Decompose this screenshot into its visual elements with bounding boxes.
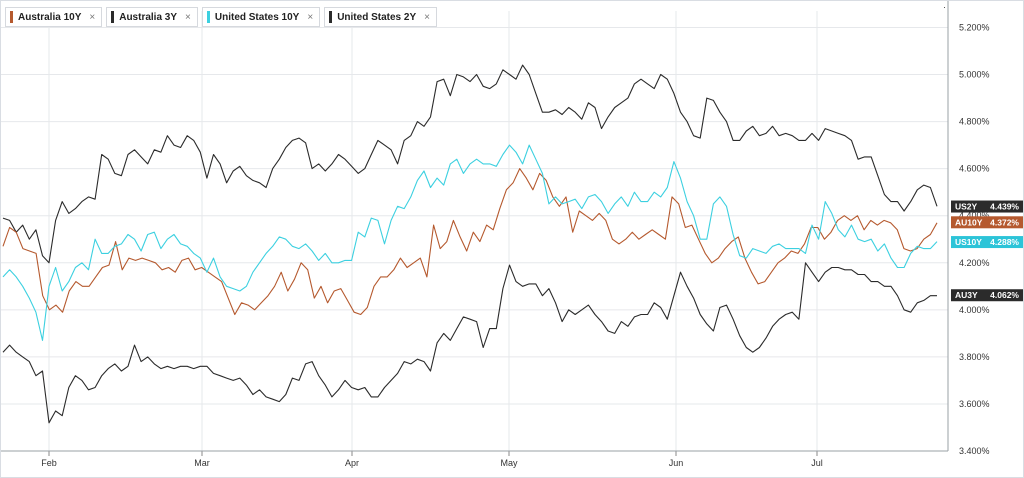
legend-item-australia-10y[interactable]: Australia 10Y × — [5, 7, 103, 27]
close-icon[interactable]: × — [185, 11, 191, 23]
y-tick-label: 4.200% — [959, 258, 990, 268]
end-value-tag-au10y: AU10Y 4.372% — [951, 216, 1023, 229]
end-value-tag-name: AU10Y — [955, 217, 983, 227]
legend-label: United States 2Y — [337, 11, 417, 23]
legend-item-united-states-2y[interactable]: United States 2Y × — [324, 7, 437, 27]
end-value-tag-au3y: AU3Y 4.062% — [951, 289, 1023, 302]
end-value-tag-name: US10Y — [955, 237, 982, 247]
series-swatch — [206, 11, 210, 23]
series-swatch — [111, 11, 115, 23]
y-tick-label: 4.600% — [959, 164, 990, 174]
x-tick-label: May — [500, 458, 518, 468]
end-value-tag-bg — [951, 236, 1023, 249]
close-icon[interactable]: × — [307, 11, 314, 23]
y-tick-label: 3.600% — [959, 399, 990, 409]
legend-label: United States 10Y — [214, 11, 300, 23]
close-icon[interactable]: × — [89, 11, 96, 23]
legend-item-united-states-10y[interactable]: United States 10Y × — [201, 7, 321, 27]
x-tick-label: Apr — [345, 458, 359, 468]
y-tick-label: 5.200% — [959, 22, 990, 32]
series-line-us2y — [2, 64, 938, 264]
axis-menu-icon[interactable]: · — [943, 2, 946, 12]
legend-label: Australia 10Y — [18, 11, 82, 23]
y-tick-label: 4.800% — [959, 117, 990, 127]
legend: Australia 10Y × Australia 3Y × United St… — [5, 7, 437, 27]
x-tick-label: Jul — [811, 458, 823, 468]
y-tick-label: 3.800% — [959, 352, 990, 362]
end-value-tag-value: 4.062% — [990, 290, 1019, 300]
end-value-tag-us10y: US10Y 4.288% — [951, 236, 1023, 249]
series-line-au10y — [2, 168, 938, 316]
y-tick-label: 5.000% — [959, 70, 990, 80]
series-line-au3y — [2, 262, 937, 424]
x-tick-label: Jun — [669, 458, 684, 468]
legend-label: Australia 3Y — [119, 11, 178, 23]
series-swatch — [10, 11, 13, 23]
end-value-tag-bg — [951, 216, 1023, 229]
legend-item-australia-3y[interactable]: Australia 3Y × — [106, 7, 198, 27]
x-tick-label: Mar — [194, 458, 210, 468]
end-value-tag-value: 4.439% — [990, 202, 1019, 212]
end-value-tag-name: AU3Y — [955, 290, 978, 300]
end-value-tag-bg — [951, 289, 1023, 302]
series-swatch — [329, 11, 333, 23]
y-tick-label: 4.000% — [959, 305, 990, 315]
y-tick-label: 4.400% — [959, 211, 990, 221]
x-tick-label: Feb — [41, 458, 57, 468]
series-line-us10y — [2, 144, 938, 341]
end-value-tag-name: US2Y — [955, 202, 978, 212]
end-value-tag-us2y: US2Y 4.439% — [951, 200, 1023, 213]
end-value-tag-value: 4.372% — [990, 217, 1019, 227]
close-icon[interactable]: × — [424, 11, 430, 23]
end-value-tag-value: 4.288% — [990, 237, 1019, 247]
end-value-tag-bg — [951, 200, 1023, 213]
y-tick-label: 3.400% — [959, 446, 990, 456]
